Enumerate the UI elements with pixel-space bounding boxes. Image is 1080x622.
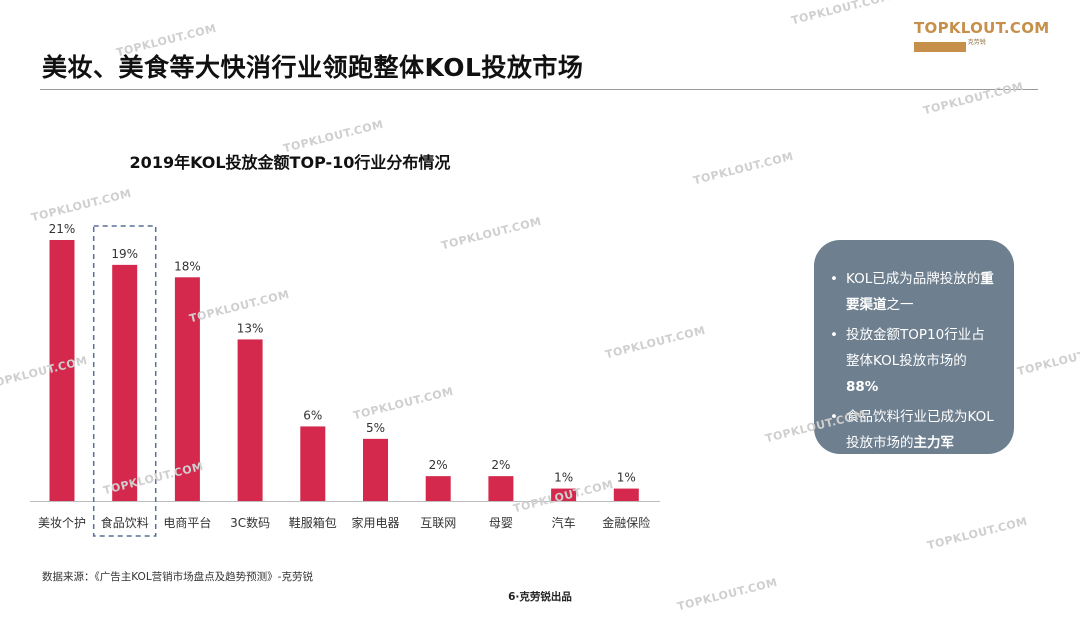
chart-title: 2019年KOL投放金额TOP-10行业分布情况 — [129, 153, 451, 172]
bar — [613, 488, 639, 501]
x-tick-label: 家用电器 — [351, 515, 399, 530]
x-tick-label: 鞋服箱包 — [289, 515, 337, 530]
watermark: TOPKLOUT.COM — [1015, 340, 1080, 379]
x-tick-label: 食品饮料 — [101, 515, 149, 530]
x-tick-label: 互联网 — [420, 516, 456, 530]
data-label: 21% — [49, 222, 76, 236]
data-label: 6% — [303, 408, 322, 422]
x-tick-label: 金融保险 — [602, 515, 650, 530]
page-footer: 6·克劳锐出品 — [508, 591, 572, 603]
bar — [300, 426, 326, 501]
bar — [174, 277, 200, 501]
watermark: TOPKLOUT.COM — [925, 514, 1029, 553]
highlight-box — [92, 225, 157, 537]
data-label: 5% — [366, 421, 385, 435]
data-source-note: 数据来源：《广告主KOL营销市场盘点及趋势预测》-克劳锐 — [42, 571, 313, 583]
data-label: 13% — [237, 321, 264, 335]
bar-chart: 21% 美妆个护 19% 食品饮料 18% 电商平台 13% 3C数码 6% 鞋服箱包 5% 家用电器… — [30, 222, 660, 537]
callout-item: 食品饮料行业已成为KOL投放市场的主力军 — [830, 404, 998, 456]
callout-highlight: 重要渠道 — [846, 271, 994, 313]
slide-title: 美妆、美食等大快消行业领跑整体KOL投放市场 — [42, 53, 584, 82]
topklout-logo[interactable]: TOPKLOUT.COM 克劳锐 — [914, 19, 1050, 56]
logo-tagline-bar — [914, 42, 966, 52]
title-divider — [40, 89, 1038, 90]
x-tick-label: 母婴 — [489, 516, 513, 530]
data-label: 19% — [111, 247, 138, 261]
watermark: TOPKLOUT.COM — [691, 149, 795, 188]
callout-highlight: 主力军 — [913, 435, 955, 451]
callout-item: KOL已成为品牌投放的重要渠道之一 — [830, 266, 998, 318]
callout-highlight: 88% — [846, 379, 879, 395]
data-label: 18% — [174, 259, 201, 273]
watermark: TOPKLOUT.COM — [789, 0, 893, 28]
bar — [425, 476, 451, 501]
x-tick-label: 电商平台 — [163, 515, 211, 530]
bar — [551, 488, 577, 501]
bar — [488, 476, 514, 501]
data-label: 2% — [429, 458, 448, 472]
logo-cn-suffix: 克劳锐 — [967, 39, 986, 46]
bar — [112, 264, 138, 501]
callout-item: 投放金额TOP10行业占整体KOL投放市场的88% — [830, 322, 998, 400]
logo-wordmark: TOPKLOUT.COM — [914, 19, 1050, 37]
data-label: 1% — [617, 471, 636, 485]
x-tick-label: 汽车 — [552, 515, 576, 530]
key-findings-callout: KOL已成为品牌投放的重要渠道之一 投放金额TOP10行业占整体KOL投放市场的… — [814, 240, 1014, 454]
watermark: TOPKLOUT.COM — [921, 79, 1025, 118]
x-tick-label: 3C数码 — [230, 515, 270, 530]
x-tick-label: 美妆个护 — [38, 516, 86, 530]
data-label: 2% — [491, 458, 510, 472]
bar — [49, 240, 75, 501]
bar — [237, 339, 263, 501]
bar — [363, 438, 388, 501]
data-label: 1% — [554, 471, 573, 485]
